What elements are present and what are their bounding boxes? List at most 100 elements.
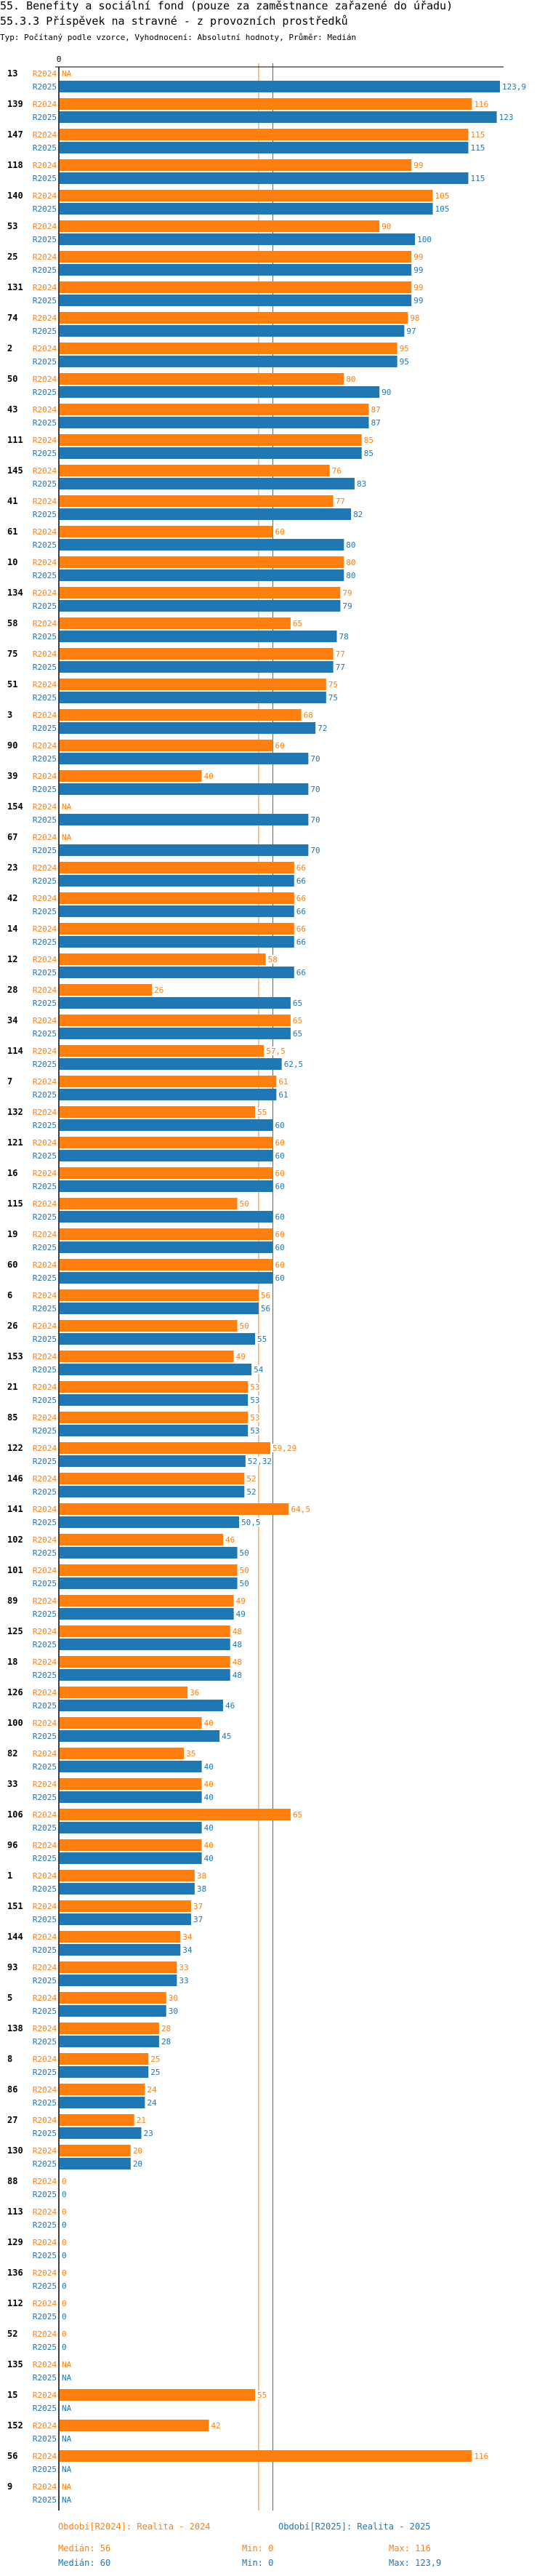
value-label-bg	[274, 1273, 286, 1282]
value-label: 66	[296, 968, 306, 977]
value-label: 20	[133, 2159, 142, 2169]
value-label-bg	[259, 1291, 272, 1300]
bar-R2025	[60, 1975, 177, 1986]
value-label-bg	[469, 143, 486, 152]
series-label: R2024	[33, 161, 57, 170]
value-label: 40	[204, 1841, 214, 1850]
value-label: 123,9	[502, 82, 526, 92]
bar-R2024	[60, 190, 433, 201]
value-label-bg	[61, 2329, 68, 2338]
value-label-bg	[167, 2007, 179, 2015]
series-label: R2025	[33, 1915, 57, 1924]
value-label-bg	[398, 344, 410, 353]
value-label: 70	[310, 815, 320, 825]
bar-R2025	[60, 1791, 202, 1803]
value-label-bg	[434, 191, 451, 200]
bar-R2025	[60, 1516, 239, 1528]
series-label: R2024	[33, 1413, 57, 1423]
bar-R2025	[60, 967, 294, 978]
value-label: 21	[137, 2116, 146, 2125]
bar-R2024	[60, 465, 330, 476]
bar-R2024	[60, 1870, 195, 1881]
category-label: 8	[7, 2054, 12, 2064]
value-label: 53	[250, 1396, 259, 1405]
bar-R2024	[60, 373, 344, 385]
value-label-bg	[132, 2146, 144, 2155]
value-label-bg	[167, 1993, 179, 2002]
bar-R2025	[60, 1425, 249, 1436]
value-label: 60	[275, 1151, 284, 1161]
series-label: R2024	[33, 2024, 57, 2033]
bar-R2025	[60, 356, 397, 367]
value-label: 87	[371, 405, 381, 415]
min-stat-R2024: Min: 0	[242, 2543, 273, 2553]
category-label: 111	[7, 435, 23, 445]
bar-R2024	[60, 404, 369, 415]
value-label-bg	[61, 2312, 68, 2321]
bar-R2024	[60, 1778, 202, 1790]
value-label-bg	[160, 2037, 172, 2046]
series-label: R2025	[33, 2465, 57, 2474]
category-label: 23	[7, 863, 17, 873]
category-label: 28	[7, 985, 17, 995]
value-label-bg	[221, 1732, 233, 1740]
value-label: 46	[225, 1535, 235, 1545]
value-label-bg	[327, 693, 339, 702]
bar-R2025	[60, 2097, 145, 2108]
bar-R2025	[60, 2036, 159, 2047]
bar-R2024	[60, 129, 469, 140]
chart-subtitle: 55.3.3 Příspěvek na stravné - z provozní…	[0, 15, 348, 28]
value-label: 0	[62, 2329, 67, 2339]
series-label: R2025	[33, 632, 57, 641]
bar-R2024	[60, 312, 408, 324]
value-label-bg	[409, 313, 421, 322]
bar-R2025	[60, 692, 326, 703]
series-label: R2024	[33, 191, 57, 201]
category-label: 10	[7, 557, 17, 567]
value-label: 23	[143, 2129, 153, 2138]
series-label: R2024	[33, 1993, 57, 2003]
category-label: 12	[7, 954, 17, 964]
value-label-bg	[398, 357, 410, 366]
category-label: 131	[7, 282, 23, 292]
series-label: R2024	[33, 436, 57, 445]
category-label: 106	[7, 1809, 23, 1820]
value-label: 56	[261, 1291, 270, 1300]
value-label: 0	[62, 2207, 67, 2217]
value-label-bg	[203, 1854, 214, 1863]
value-label: 87	[371, 418, 381, 428]
bar-R2025	[60, 2127, 142, 2139]
value-label-bg	[310, 815, 321, 824]
value-label: 33	[179, 1963, 188, 1972]
value-label: NA	[62, 2373, 72, 2383]
value-label: 80	[346, 375, 355, 384]
bar-R2025	[60, 600, 341, 612]
bar-R2025	[60, 1119, 273, 1131]
bar-R2025	[60, 142, 469, 153]
bar-R2025	[60, 1486, 245, 1497]
value-label-bg	[342, 588, 353, 597]
bar-R2025	[60, 1364, 252, 1375]
category-label: 16	[7, 1168, 17, 1178]
series-label: R2025	[33, 235, 57, 244]
median-stat-R2025: Medián: 60	[58, 2558, 110, 2568]
value-label: 26	[154, 985, 164, 995]
bar-R2024	[60, 343, 397, 354]
value-label-bg	[61, 2190, 68, 2199]
bar-R2024	[60, 1931, 181, 1943]
value-label-bg	[61, 2465, 73, 2473]
bar-R2024	[60, 1961, 177, 1973]
category-label: 85	[7, 1412, 17, 1423]
bar-R2025	[60, 325, 405, 337]
value-label-bg	[278, 1090, 289, 1099]
value-label-bg	[302, 711, 314, 719]
series-label: R2024	[33, 1260, 57, 1270]
bar-R2025	[60, 1028, 291, 1039]
value-label: 40	[204, 1793, 214, 1802]
value-label-bg	[291, 999, 304, 1007]
category-label: 89	[7, 1596, 17, 1606]
series-label: R2024	[33, 1627, 57, 1636]
value-label: 95	[400, 344, 409, 353]
series-label: R2025	[33, 479, 57, 489]
